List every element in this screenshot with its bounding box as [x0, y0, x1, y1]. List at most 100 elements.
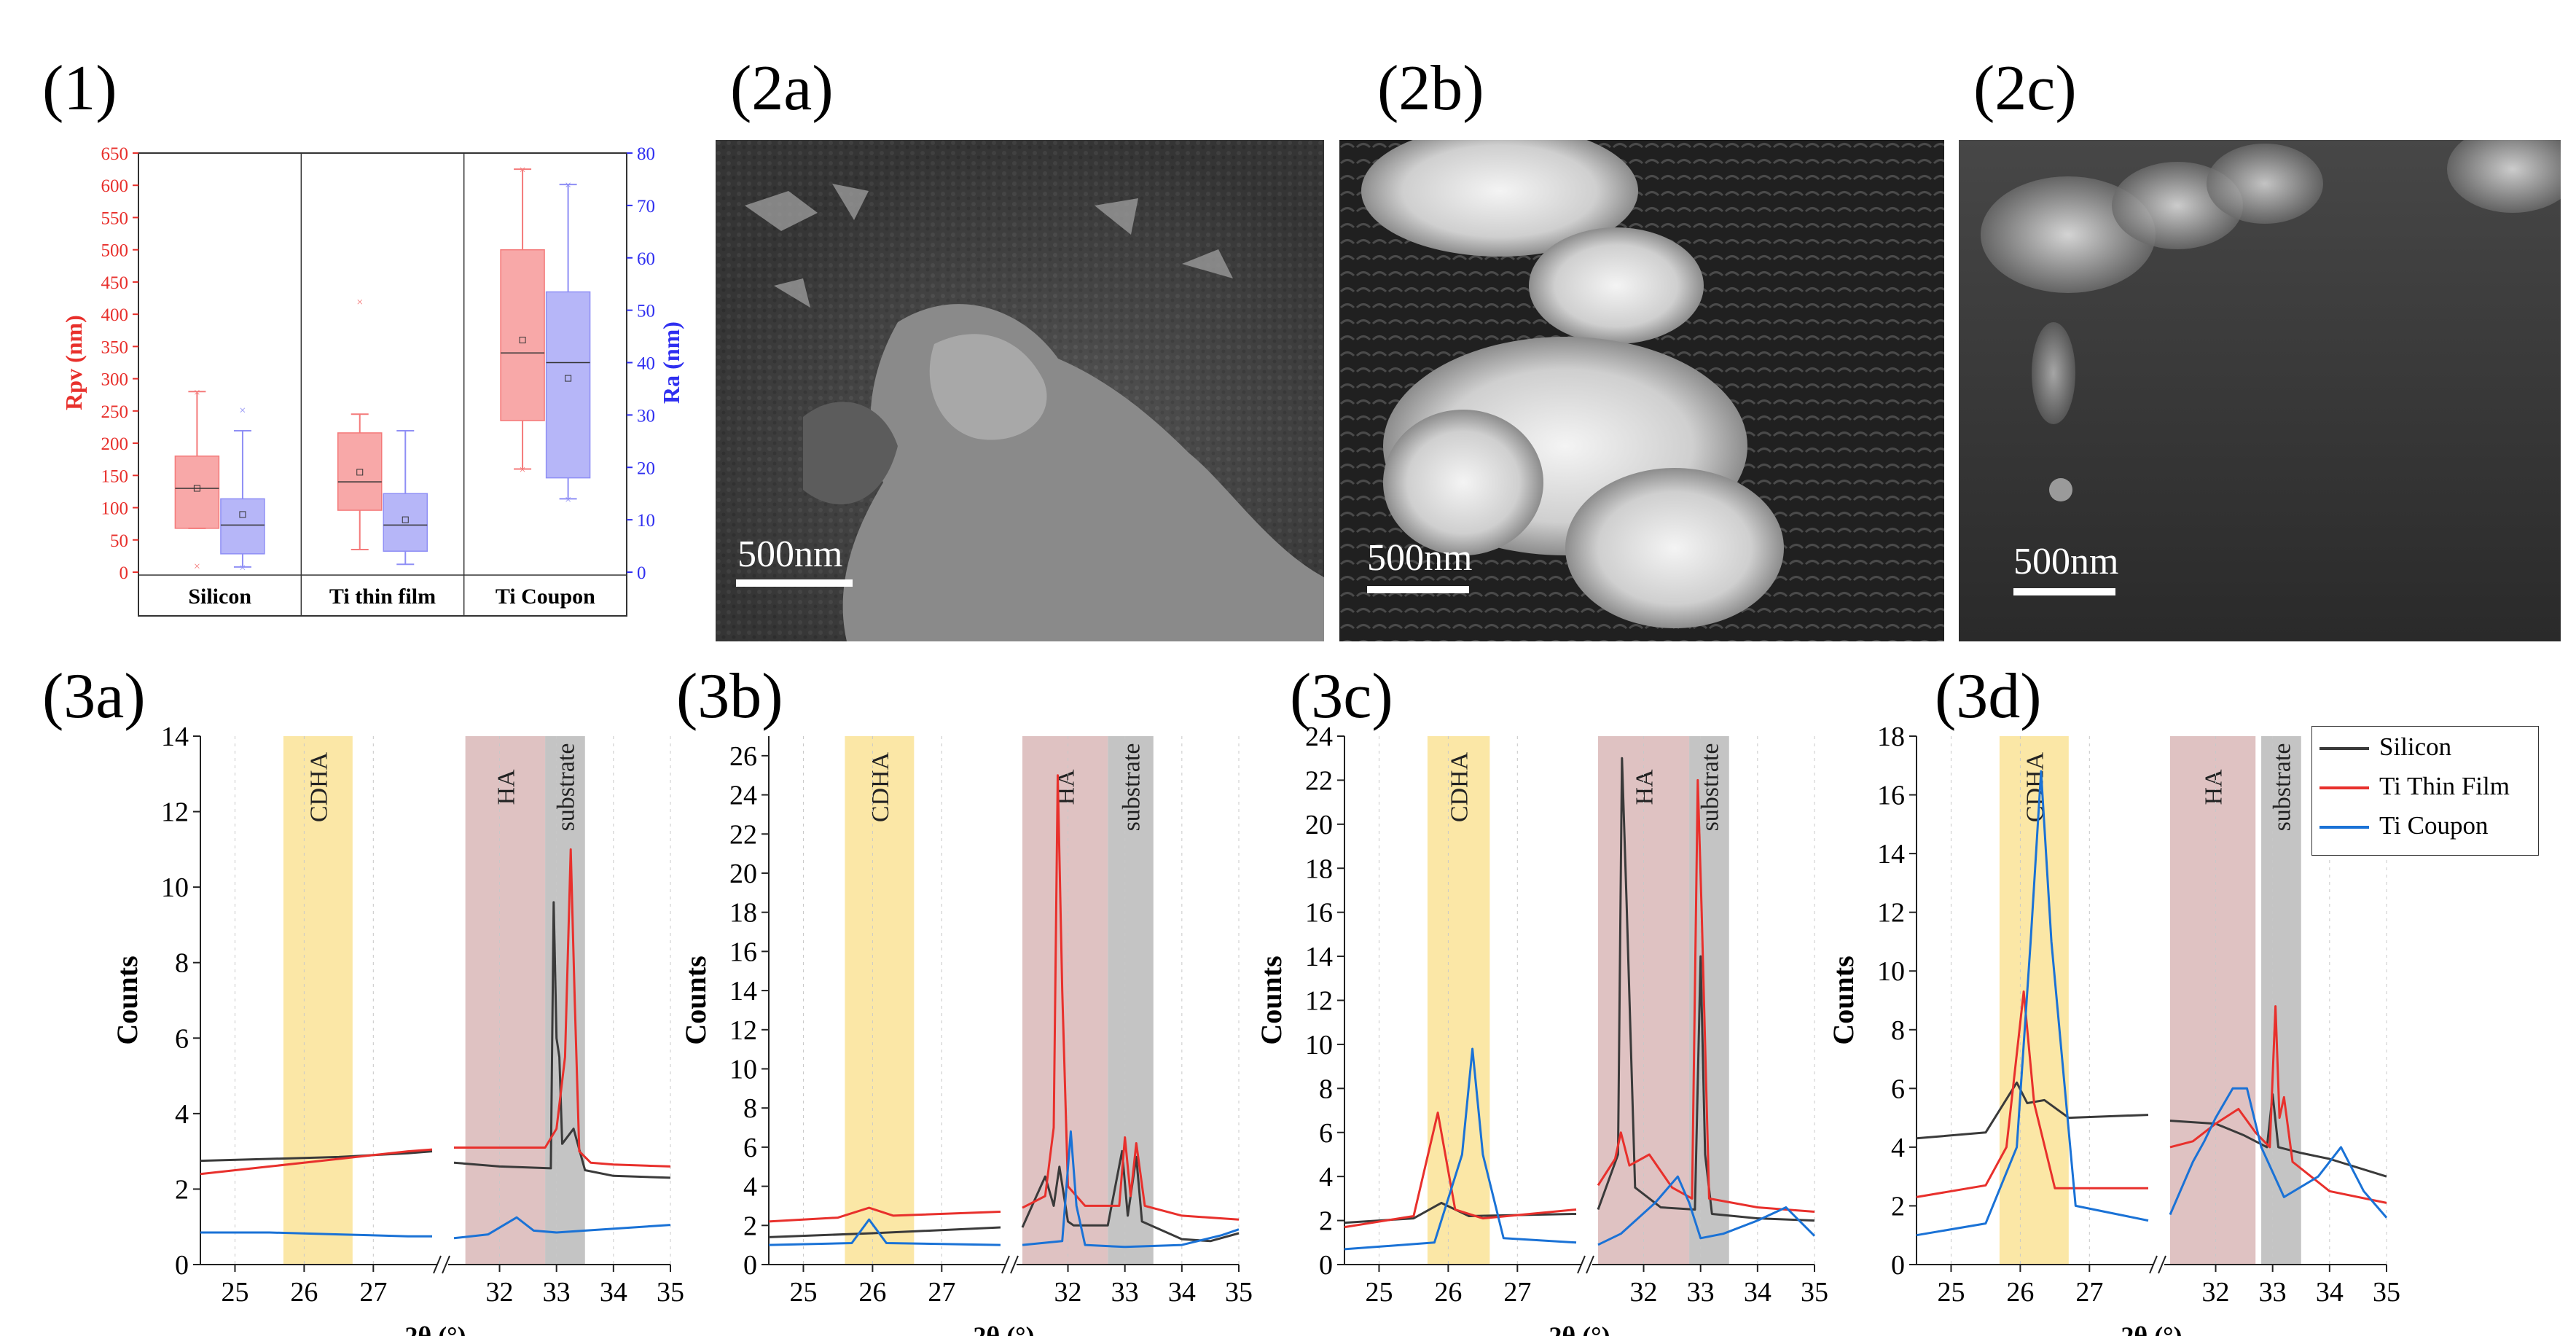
- panel-label-1: (1): [42, 53, 117, 124]
- x-axis-label: 2θ (°): [1549, 1321, 1610, 1336]
- y-tick-label: 22: [729, 819, 757, 850]
- y-tick-label: 4: [1891, 1133, 1905, 1163]
- box-mean: [402, 516, 409, 523]
- y-tick-label: 8: [1319, 1074, 1333, 1104]
- x-tick-label: 33: [1111, 1277, 1139, 1308]
- y-tick-label: 150: [101, 466, 129, 486]
- y-tick-label: 4: [743, 1172, 757, 1203]
- band-cdha: [845, 736, 915, 1265]
- box-mean: [565, 375, 572, 382]
- x-tick-label: 25: [789, 1277, 817, 1308]
- outlier-marker: ×: [194, 560, 200, 573]
- y-tick-label: 650: [101, 144, 129, 164]
- legend-swatch: [2319, 786, 2369, 789]
- category-label: Ti Coupon: [496, 585, 595, 609]
- y-tick-label: 18: [729, 898, 757, 929]
- y-tick-label: 400: [101, 305, 129, 325]
- x-tick-label: 34: [1168, 1277, 1196, 1308]
- x-tick-label: 35: [1801, 1277, 1828, 1308]
- band-cdha: [283, 736, 353, 1265]
- series-line-ti-thin-film: [1597, 778, 1815, 1213]
- y2-tick-label: 60: [637, 249, 655, 269]
- y-tick-label: 450: [101, 273, 129, 293]
- y-tick-label: 0: [1319, 1250, 1333, 1281]
- outlier-marker: ×: [194, 386, 200, 399]
- x-tick-label: 25: [1937, 1277, 1965, 1308]
- band-label-substrate: substrate: [552, 743, 579, 832]
- series-line-ti-thin-film: [1916, 990, 2148, 1198]
- series-line-ti-thin-film: [1022, 774, 1240, 1221]
- outlier-marker: ×: [356, 296, 363, 308]
- series-line-ti-coupon: [200, 1231, 432, 1238]
- y-tick-label: 16: [1305, 898, 1333, 929]
- y2-tick-label: 0: [637, 563, 646, 583]
- axis-break-mark: [1001, 1255, 1019, 1274]
- box: [337, 432, 383, 511]
- xrd-chart-3b: CDHA HA substrate0246810121416182022242625…: [679, 736, 1253, 1336]
- y-tick-label: 6: [1319, 1118, 1333, 1149]
- box: [174, 456, 220, 529]
- band-ha: [465, 736, 546, 1265]
- panel-label-3b: (3b): [676, 661, 783, 732]
- y-tick-label: 8: [1891, 1015, 1905, 1046]
- panel-label-2c: (2c): [1973, 53, 2077, 124]
- roughness-box-plot: 0 50 100 150 200 250 300 350 400 450 500 550 600 650 0…: [60, 144, 684, 617]
- series-line-ti-coupon: [1597, 1175, 1816, 1246]
- scale-bar-label-2c: 500nm: [2013, 541, 2118, 582]
- y-tick-label: 0: [120, 563, 129, 583]
- y2-tick-label: 30: [637, 406, 655, 426]
- x-tick-label: 35: [2373, 1277, 2400, 1308]
- panel-label-2b: (2b): [1377, 53, 1484, 124]
- box: [220, 498, 265, 555]
- legend: Silicon Ti Thin Film Ti Coupon: [2311, 726, 2539, 856]
- y-tick-label: 350: [101, 337, 129, 357]
- x-tick-label: 25: [1365, 1277, 1393, 1308]
- y-tick-label: 12: [161, 797, 189, 828]
- series-line-silicon: [1916, 1081, 2149, 1140]
- y-tick-label: 14: [729, 976, 757, 1007]
- y-tick-label: 26: [729, 741, 757, 772]
- band-label-cdha: CDHA: [2021, 751, 2048, 822]
- legend-label: Ti Thin Film: [2379, 772, 2510, 800]
- y-tick-label: 10: [1305, 1030, 1333, 1060]
- x-tick-label: 33: [1687, 1277, 1715, 1308]
- legend-item-ti-coupon: Ti Coupon: [2312, 810, 2538, 845]
- x-tick-label: 34: [1744, 1277, 1772, 1308]
- y-tick-label: 4: [175, 1099, 189, 1130]
- x-tick-label: 32: [1630, 1277, 1658, 1308]
- y-tick-label: 18: [1877, 722, 1905, 752]
- series-line-ti-coupon: [1344, 1047, 1577, 1251]
- y-tick-label: 100: [101, 499, 129, 519]
- y-tick-label: 14: [161, 722, 189, 752]
- panel-label-3c: (3c): [1290, 661, 1393, 732]
- x-axis-label: 2θ (°): [2121, 1321, 2182, 1336]
- x-tick-label: 27: [359, 1277, 387, 1308]
- y2-tick-label: 20: [637, 458, 655, 478]
- box: [545, 291, 591, 479]
- category-label: Ti thin film: [329, 585, 436, 609]
- y-tick-label: 2: [175, 1174, 189, 1205]
- y-tick-label: 12: [729, 1015, 757, 1046]
- outlier-marker: ×: [520, 164, 526, 176]
- band-label-ha: HA: [2201, 769, 2228, 805]
- y-tick-label: 14: [1305, 942, 1333, 972]
- sem-image-2c: 500nm: [1959, 140, 2561, 641]
- y-tick-label: 550: [101, 208, 129, 228]
- y-tick-label: 6: [1891, 1074, 1905, 1104]
- y-tick-label: 20: [729, 859, 757, 889]
- band-label-ha: HA: [493, 769, 520, 805]
- y-tick-label: 10: [1877, 956, 1905, 987]
- x-tick-label: 26: [1434, 1277, 1462, 1308]
- x-tick-label: 34: [2316, 1277, 2344, 1308]
- series-line-ti-thin-film: [200, 1148, 433, 1176]
- xrd-chart-3a: CDHA HA substrate 0 2 4 6 8 10 12 14 25 26 27 32 33 34 35…: [111, 722, 684, 1336]
- x-tick-label: 35: [657, 1277, 684, 1308]
- x-tick-label: 33: [543, 1277, 571, 1308]
- band-label-ha: HA: [1632, 769, 1659, 805]
- y-tick-label: 22: [1305, 765, 1333, 796]
- y-axis-label: Counts: [679, 956, 712, 1044]
- band-cdha: [1427, 736, 1490, 1265]
- x-tick-label: 26: [858, 1277, 886, 1308]
- legend-item-ti-thin-film: Ti Thin Film: [2312, 770, 2538, 805]
- series-line-silicon: [1597, 757, 1815, 1222]
